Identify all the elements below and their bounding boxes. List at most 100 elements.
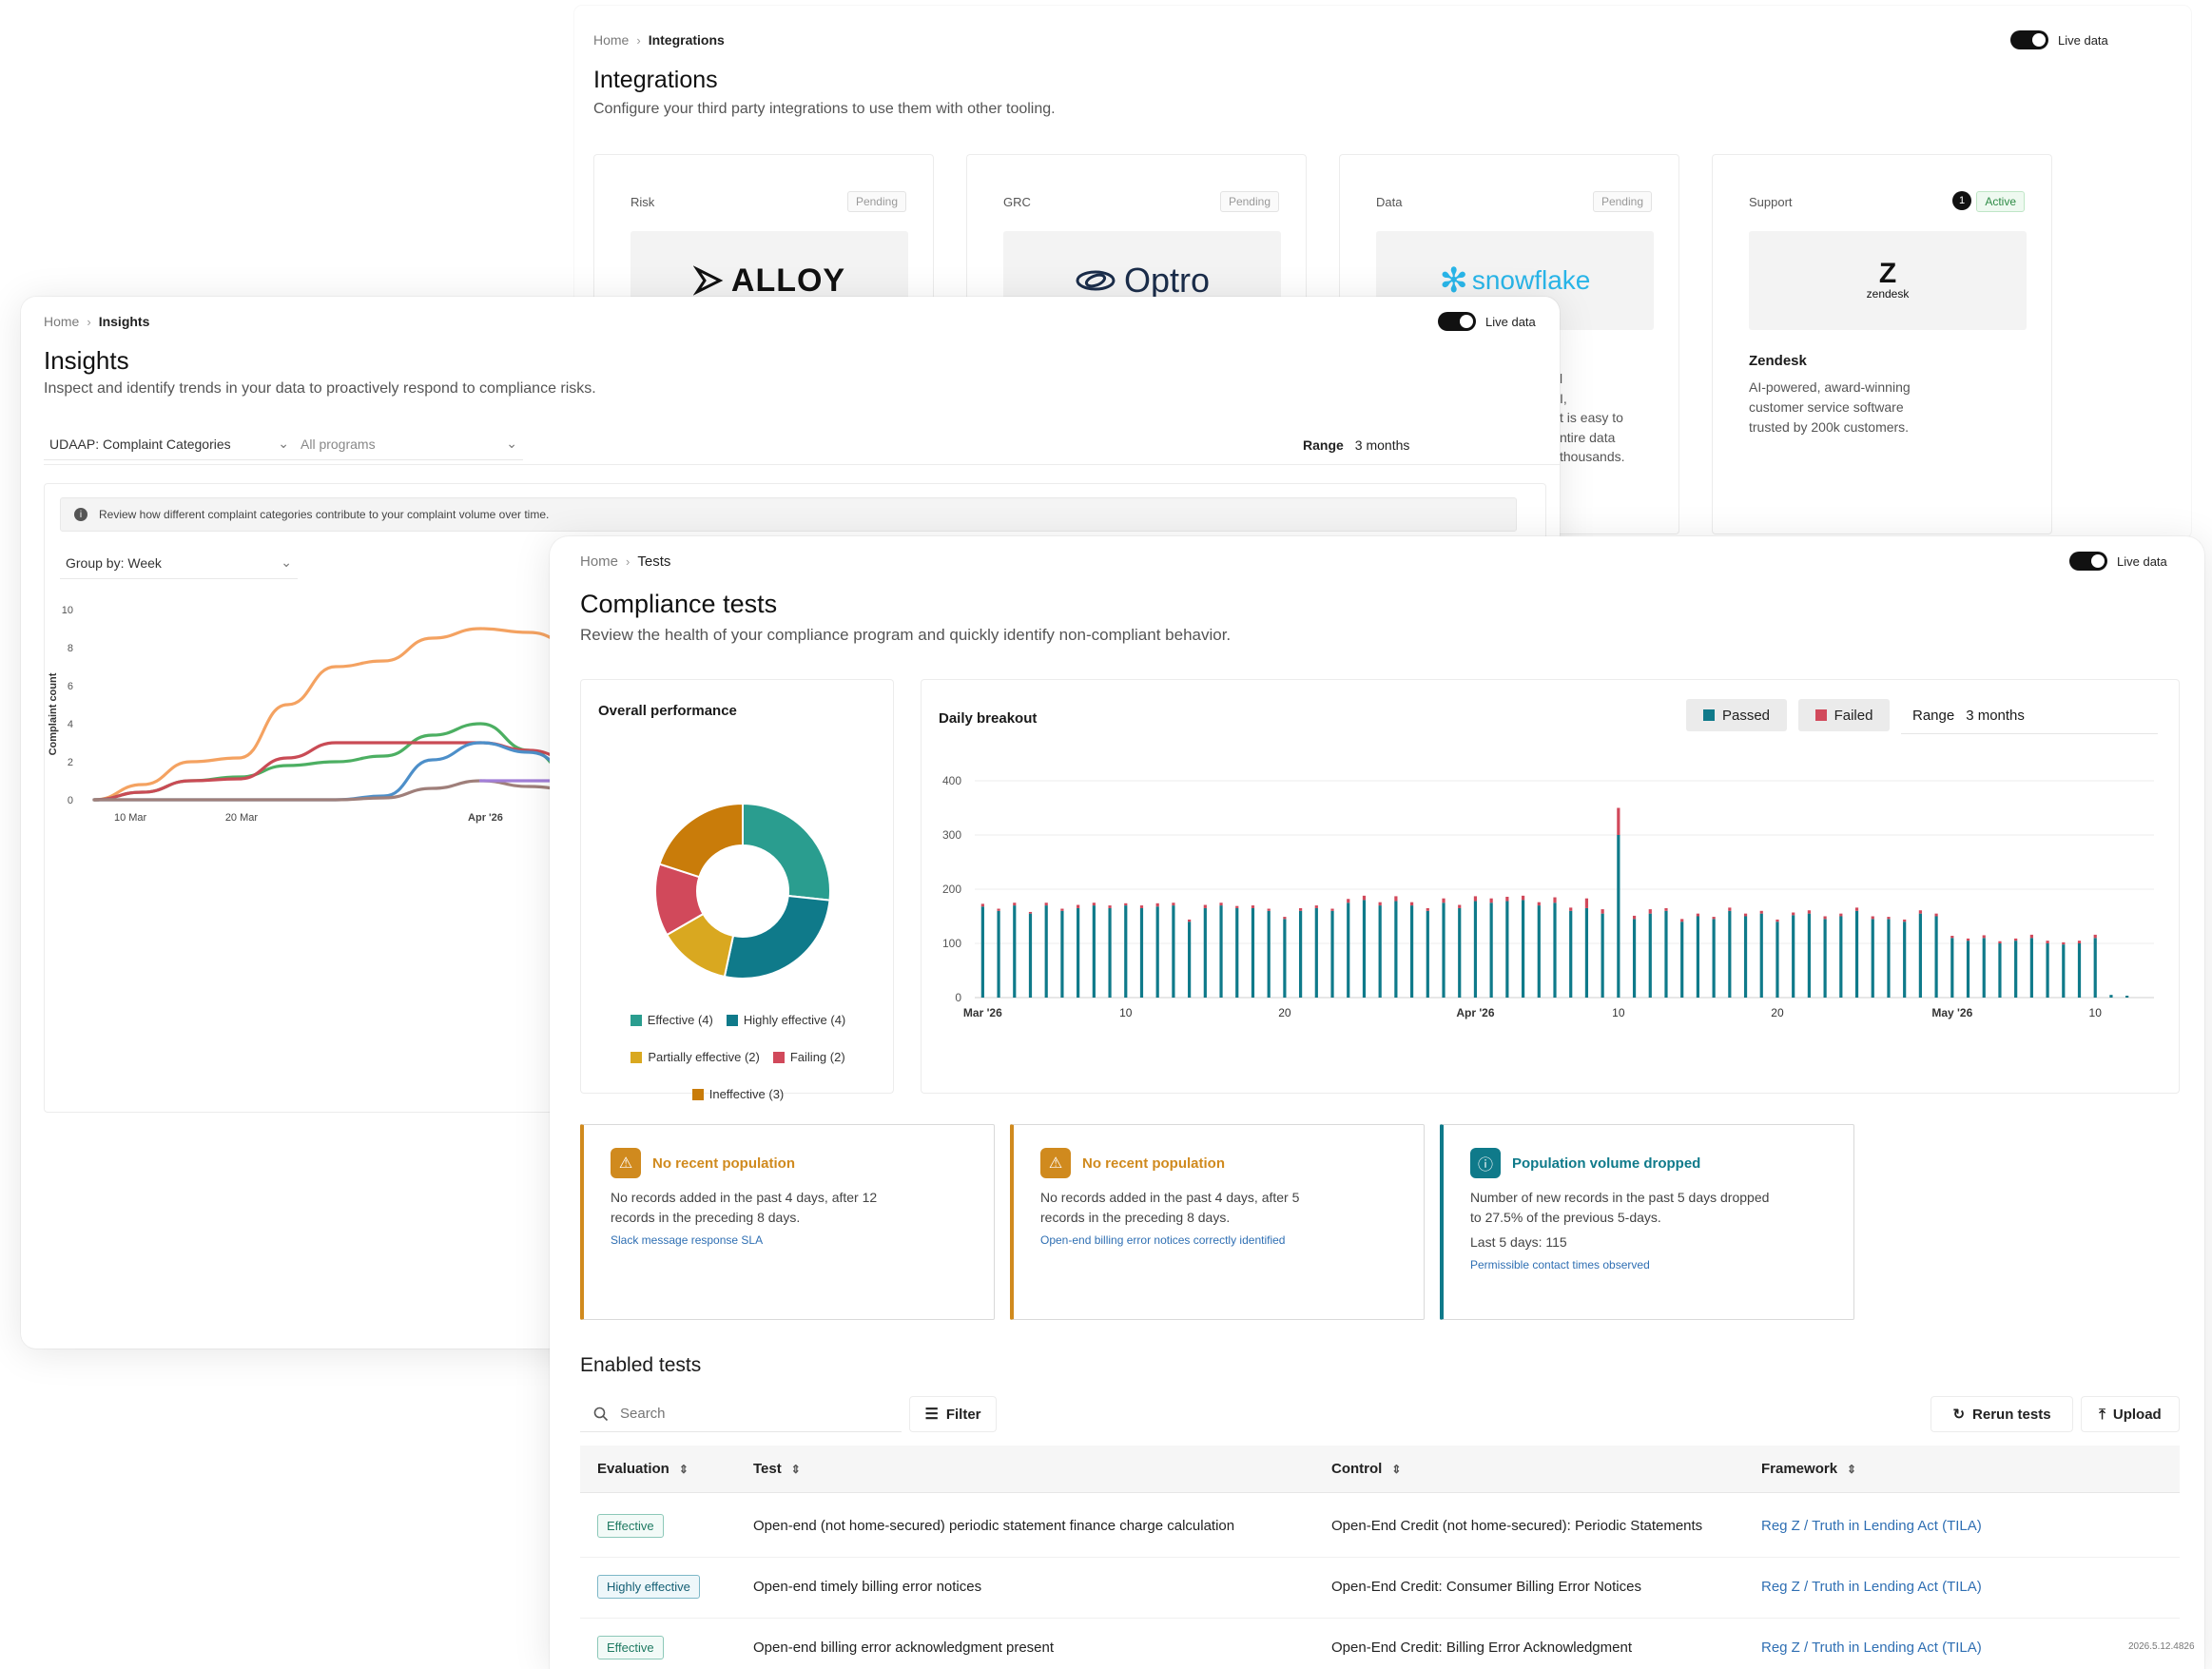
passed-bar: [1792, 915, 1795, 998]
framework-link[interactable]: Reg Z / Truth in Lending Act (TILA): [1761, 1518, 1982, 1534]
y-tick-label: 200: [942, 883, 961, 896]
breadcrumb-home[interactable]: Home: [580, 553, 619, 570]
failed-swatch: [1814, 709, 1827, 721]
failed-bar: [1807, 910, 1811, 914]
passed-bar: [1378, 905, 1382, 998]
y-tick-label: 12: [62, 575, 73, 578]
failed-bar: [1028, 911, 1033, 914]
x-tick-label: Apr '26: [1456, 1006, 1495, 1019]
y-tick-label: 8: [68, 643, 73, 654]
framework-link[interactable]: Reg Z / Truth in Lending Act (TILA): [1761, 1640, 1982, 1656]
range-select[interactable]: Range 3 months: [1912, 708, 2025, 724]
failed-bar: [1792, 912, 1795, 916]
table-row[interactable]: Effective Open-end (not home-secured) pe…: [580, 1497, 2180, 1558]
column-header-evaluation[interactable]: Evaluation ⇕: [597, 1461, 689, 1477]
passed-bar: [1092, 905, 1096, 998]
test-name[interactable]: Open-end timely billing error notices: [753, 1579, 982, 1595]
toggle-switch[interactable]: [2010, 30, 2048, 49]
column-header-framework[interactable]: Framework ⇕: [1761, 1461, 1857, 1477]
failed-bar: [1124, 902, 1128, 906]
alert-test-link[interactable]: Permissible contact times observed: [1470, 1258, 1650, 1271]
failed-bar: [1092, 902, 1096, 906]
failed-bar: [980, 903, 984, 907]
failed-bar: [1918, 910, 1922, 914]
filter-bar-divider: [44, 464, 1560, 465]
status-badge: Pending: [1592, 191, 1652, 212]
integration-card-zendesk[interactable]: Support 1 Active Z zendesk Zendesk AI-po…: [1712, 154, 2052, 534]
status-badge: Active: [1976, 191, 2025, 212]
alert-test-link[interactable]: Open-end billing error notices correctly…: [1040, 1233, 1286, 1247]
optro-mark-icon: [1076, 270, 1116, 291]
column-header-control[interactable]: Control ⇕: [1331, 1461, 1402, 1477]
legend-item: Failing (2): [772, 1050, 845, 1064]
failed-bar: [1728, 907, 1732, 911]
donut-slice: [723, 894, 831, 980]
breadcrumb: Home › Insights: [44, 314, 149, 329]
sort-icon: ⇕: [1847, 1462, 1857, 1476]
insights-panel: i Review how different complaint categor…: [44, 483, 1546, 1113]
failed-bar: [2014, 938, 2018, 941]
test-name[interactable]: Open-end billing error acknowledgment pr…: [753, 1640, 1055, 1656]
passed-bar: [1903, 922, 1907, 998]
snowflake-desc-fragment: l I, t is easy to ntire data thousands.: [1560, 371, 1625, 464]
alert-card[interactable]: ⚠ No recent population No records added i…: [1010, 1124, 1425, 1320]
failed-bar: [1823, 916, 1827, 920]
passed-bar: [1982, 938, 1986, 998]
passed-bar: [1871, 919, 1874, 998]
alert-card[interactable]: ⓘ Population volume dropped Number of new…: [1440, 1124, 1854, 1320]
passed-bar: [1409, 905, 1414, 998]
table-row[interactable]: Effective Open-end billing error acknowl…: [580, 1619, 2180, 1669]
sort-icon: ⇕: [790, 1462, 801, 1476]
failed-legend-toggle[interactable]: Failed: [1798, 699, 1890, 731]
live-data-toggle[interactable]: Live data: [2069, 552, 2167, 571]
passed-bar: [1155, 906, 1159, 998]
live-data-toggle[interactable]: Live data: [1438, 312, 1536, 331]
sort-icon: ⇕: [678, 1462, 689, 1476]
framework-link[interactable]: Reg Z / Truth in Lending Act (TILA): [1761, 1579, 1982, 1595]
passed-bar: [1553, 902, 1557, 998]
card-category: Support: [1749, 195, 1793, 209]
filter-icon: ☰: [924, 1407, 939, 1423]
upload-button[interactable]: ⤒ Upload: [2081, 1396, 2180, 1432]
search-input[interactable]: [620, 1406, 867, 1422]
failed-bar: [1648, 909, 1652, 914]
breadcrumb-home[interactable]: Home: [593, 32, 630, 48]
upload-icon: ⤒: [2099, 1406, 2105, 1423]
breadcrumb-home[interactable]: Home: [44, 314, 80, 329]
alert-test-link[interactable]: Slack message response SLA: [611, 1233, 764, 1247]
failed-bar: [1362, 895, 1367, 901]
failed-bar: [1505, 896, 1509, 902]
failed-bar: [1394, 896, 1398, 902]
filter-button[interactable]: ☰ Filter: [909, 1396, 997, 1432]
failed-bar: [1950, 936, 1954, 939]
column-header-test[interactable]: Test ⇕: [753, 1461, 801, 1477]
passed-bar: [1267, 910, 1271, 998]
alert-card[interactable]: ⚠ No recent population No records added i…: [580, 1124, 995, 1320]
toggle-switch[interactable]: [2069, 552, 2107, 571]
passed-bar: [2014, 941, 2018, 998]
failed-bar: [1854, 907, 1859, 911]
live-data-toggle[interactable]: Live data: [2010, 30, 2108, 49]
rerun-tests-button[interactable]: ↻ Rerun tests: [1931, 1396, 2073, 1432]
toggle-switch[interactable]: [1438, 312, 1476, 331]
program-select[interactable]: All programs ⌄: [295, 428, 523, 460]
passed-legend-toggle[interactable]: Passed: [1686, 699, 1787, 731]
page-title: Compliance tests: [580, 590, 778, 618]
test-name[interactable]: Open-end (not home-secured) periodic sta…: [753, 1518, 1235, 1534]
failed-bar: [1489, 898, 1493, 903]
passed-bar: [1251, 907, 1255, 998]
chevron-right-icon: ›: [87, 314, 91, 329]
integration-description-2: customer service software: [1749, 399, 1904, 415]
range-select[interactable]: Range 3 months: [1303, 437, 1410, 453]
integration-name: Zendesk: [1749, 353, 1807, 369]
category-select[interactable]: UDAAP: Complaint Categories ⌄: [44, 428, 295, 460]
info-icon: i: [74, 508, 87, 521]
group-by-select[interactable]: Group by: Week ⌄: [60, 547, 298, 579]
failed-bar: [1537, 902, 1541, 906]
search-box[interactable]: [580, 1396, 902, 1432]
card-category: Risk: [631, 195, 655, 209]
info-banner: i Review how different complaint categor…: [60, 497, 1517, 532]
passed-bar: [1139, 907, 1144, 998]
table-row[interactable]: Highly effective Open-end timely billing…: [580, 1558, 2180, 1619]
x-tick-label: 20: [1278, 1006, 1291, 1019]
